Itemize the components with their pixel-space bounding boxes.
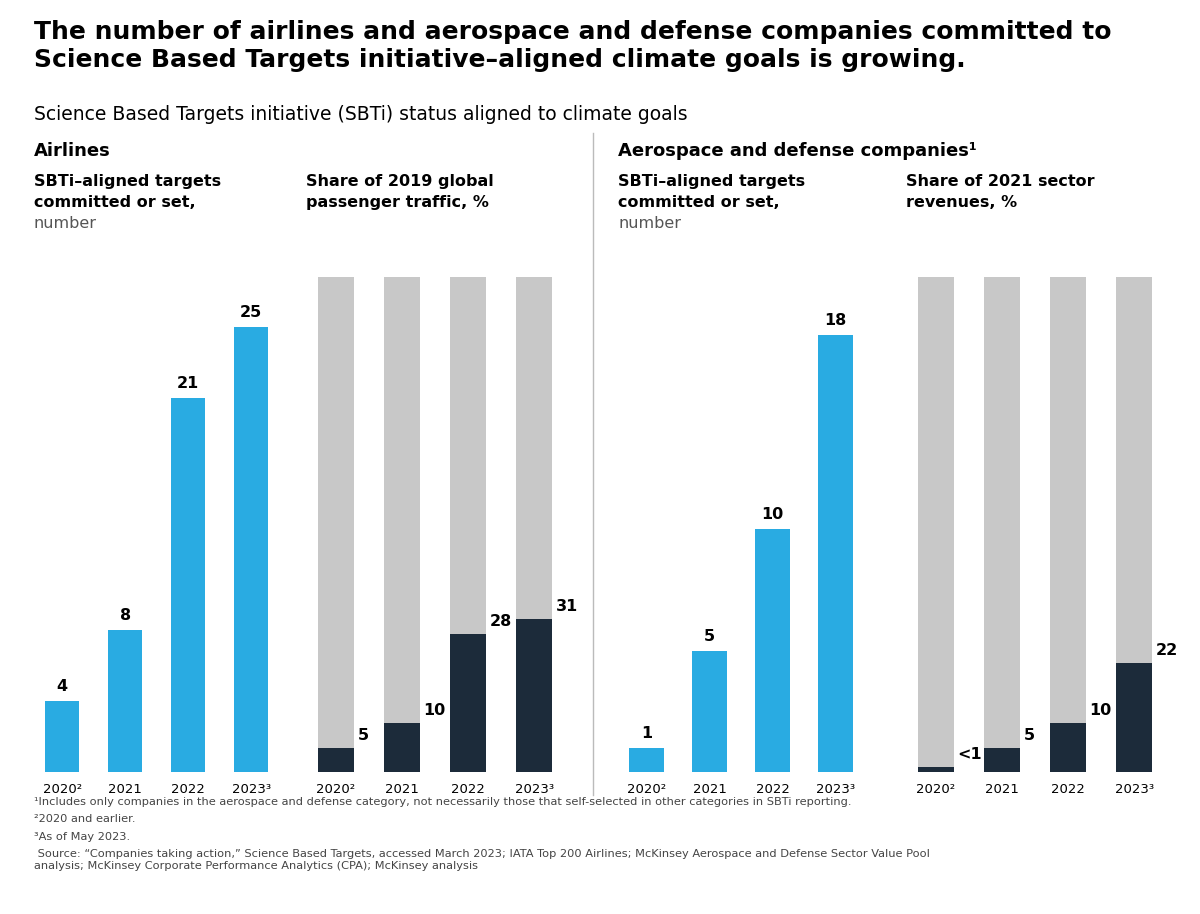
Text: The number of airlines and aerospace and defense companies committed to: The number of airlines and aerospace and… xyxy=(34,20,1111,44)
Text: Science Based Targets initiative–aligned climate goals is growing.: Science Based Targets initiative–aligned… xyxy=(34,48,965,71)
Bar xyxy=(44,701,79,772)
Text: number: number xyxy=(34,216,96,230)
Text: revenues, %: revenues, % xyxy=(906,195,1018,209)
Bar xyxy=(755,529,790,772)
Text: 21: 21 xyxy=(176,376,199,391)
Bar xyxy=(629,748,664,772)
Text: 5: 5 xyxy=(358,728,368,742)
Bar xyxy=(1116,277,1152,772)
Text: 22: 22 xyxy=(1156,643,1178,658)
Text: Aerospace and defense companies¹: Aerospace and defense companies¹ xyxy=(618,142,977,160)
Text: committed or set,: committed or set, xyxy=(34,195,196,209)
Bar xyxy=(516,277,552,772)
Bar xyxy=(450,277,486,772)
Bar xyxy=(1116,664,1152,772)
Text: 10: 10 xyxy=(1090,703,1111,717)
Text: 10: 10 xyxy=(424,703,445,717)
Text: 5: 5 xyxy=(704,629,715,643)
Bar xyxy=(818,335,853,772)
Bar xyxy=(1050,723,1086,772)
Bar xyxy=(692,651,727,772)
Text: ³As of May 2023.: ³As of May 2023. xyxy=(34,832,130,842)
Bar xyxy=(384,723,420,772)
Text: passenger traffic, %: passenger traffic, % xyxy=(306,195,488,209)
Bar xyxy=(318,277,354,772)
Text: 31: 31 xyxy=(556,599,578,614)
Bar xyxy=(918,768,954,772)
Text: <1: <1 xyxy=(958,748,982,762)
Text: ¹Includes only companies in the aerospace and defense category, not necessarily : ¹Includes only companies in the aerospac… xyxy=(34,797,851,807)
Text: SBTi–aligned targets: SBTi–aligned targets xyxy=(618,174,805,188)
Bar xyxy=(984,277,1020,772)
Bar xyxy=(170,399,205,772)
Text: Share of 2021 sector: Share of 2021 sector xyxy=(906,174,1094,188)
Text: Science Based Targets initiative (SBTi) status aligned to climate goals: Science Based Targets initiative (SBTi) … xyxy=(34,105,688,124)
Bar xyxy=(234,327,269,772)
Bar xyxy=(318,748,354,772)
Bar xyxy=(450,633,486,772)
Text: 18: 18 xyxy=(824,313,847,327)
Text: 1: 1 xyxy=(641,726,652,740)
Text: 5: 5 xyxy=(1024,728,1034,742)
Text: Share of 2019 global: Share of 2019 global xyxy=(306,174,493,188)
Text: 4: 4 xyxy=(56,679,67,694)
Text: SBTi–aligned targets: SBTi–aligned targets xyxy=(34,174,221,188)
Text: ²2020 and earlier.: ²2020 and earlier. xyxy=(34,814,136,824)
Bar xyxy=(918,277,954,772)
Bar xyxy=(384,277,420,772)
Text: Airlines: Airlines xyxy=(34,142,110,160)
Text: committed or set,: committed or set, xyxy=(618,195,780,209)
Text: 28: 28 xyxy=(490,614,511,629)
Text: 10: 10 xyxy=(761,507,784,522)
Bar xyxy=(984,748,1020,772)
Text: 8: 8 xyxy=(120,608,131,622)
Text: Source: “Companies taking action,” Science Based Targets, accessed March 2023; I: Source: “Companies taking action,” Scien… xyxy=(34,849,930,871)
Bar xyxy=(108,630,143,772)
Bar xyxy=(1050,277,1086,772)
Text: 25: 25 xyxy=(240,304,263,320)
Text: number: number xyxy=(618,216,682,230)
Bar xyxy=(516,619,552,772)
